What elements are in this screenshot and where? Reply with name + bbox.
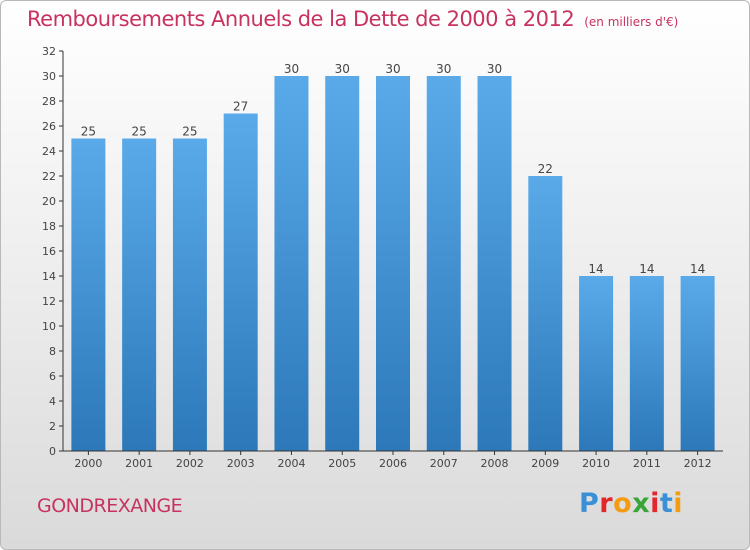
logo-letter: i [673, 488, 684, 519]
x-tick-label-2010: 2010 [582, 457, 610, 470]
logo-letter: x [632, 488, 651, 519]
commune-name: GONDREXANGE [37, 495, 183, 517]
y-tick-label: 32 [42, 45, 56, 58]
bar-2006 [376, 76, 410, 451]
data-label-2006: 30 [385, 62, 400, 76]
logo-letter: i [650, 488, 660, 519]
x-tick-label-2005: 2005 [328, 457, 356, 470]
y-tick-label: 22 [42, 170, 56, 183]
data-label-2001: 25 [132, 125, 147, 139]
chart-title: Remboursements Annuels de la Dette de 20… [27, 7, 678, 31]
x-tick-label-2006: 2006 [379, 457, 407, 470]
data-label-2008: 30 [487, 62, 502, 76]
bar-2005 [325, 76, 360, 451]
data-label-2003: 27 [233, 100, 248, 114]
y-tick-label: 12 [42, 295, 56, 308]
x-tick-label-2007: 2007 [430, 457, 458, 470]
y-tick-label: 14 [42, 270, 56, 283]
data-label-2011: 14 [639, 262, 654, 276]
y-tick-label: 4 [49, 395, 56, 408]
y-tick-label: 0 [49, 445, 56, 458]
bar-2004 [274, 76, 309, 451]
x-tick-label-2004: 2004 [277, 457, 305, 470]
data-label-2004: 30 [284, 62, 299, 76]
x-tick-label-2012: 2012 [684, 457, 712, 470]
y-tick-label: 18 [42, 220, 56, 233]
data-label-2009: 22 [538, 162, 553, 176]
x-tick-label-2002: 2002 [176, 457, 204, 470]
logo-letter: t [659, 488, 674, 519]
bar-2007 [426, 76, 461, 451]
y-tick-label: 30 [42, 70, 56, 83]
bar-2010 [579, 276, 614, 451]
bar-2008 [477, 76, 512, 451]
y-tick-label: 2 [49, 420, 56, 433]
data-label-2012: 14 [690, 262, 705, 276]
y-tick-label: 8 [49, 345, 56, 358]
logo-letter: r [599, 488, 614, 519]
bar-2011 [629, 276, 664, 451]
bar-2009 [528, 176, 563, 451]
y-tick-label: 20 [42, 195, 56, 208]
bar-2012 [680, 276, 715, 451]
bar-2000 [71, 138, 106, 451]
y-tick-label: 26 [42, 120, 56, 133]
logo-letter: P [579, 488, 600, 519]
y-tick-label: 16 [42, 245, 56, 258]
bars-layer: 25 25 25 27 30 30 30 30 30 22 14 14 14 [71, 62, 715, 451]
x-tick-label-2011: 2011 [633, 457, 661, 470]
bar-2003 [223, 113, 258, 451]
y-tick-label: 24 [42, 145, 56, 158]
chart-unit: (en milliers d'€) [584, 15, 679, 29]
data-label-2000: 25 [81, 125, 96, 139]
x-tick-label-2000: 2000 [74, 457, 102, 470]
data-label-2010: 14 [588, 262, 603, 276]
bar-2001 [122, 138, 157, 451]
logo-letter: o [613, 488, 633, 519]
x-tick-label-2008: 2008 [481, 457, 509, 470]
bar-2002 [172, 138, 207, 451]
y-tick-label: 6 [49, 370, 56, 383]
x-tick-label-2001: 2001 [125, 457, 153, 470]
y-tick-label: 10 [42, 320, 56, 333]
proxiti-logo: Proxiti [579, 488, 683, 519]
x-tick-label-2009: 2009 [531, 457, 559, 470]
data-label-2007: 30 [436, 62, 451, 76]
chart-title-text: Remboursements Annuels de la Dette de 20… [27, 7, 575, 31]
data-label-2005: 30 [335, 62, 350, 76]
x-tick-label-2003: 2003 [227, 457, 255, 470]
y-tick-label: 28 [42, 95, 56, 108]
data-label-2002: 25 [182, 125, 197, 139]
